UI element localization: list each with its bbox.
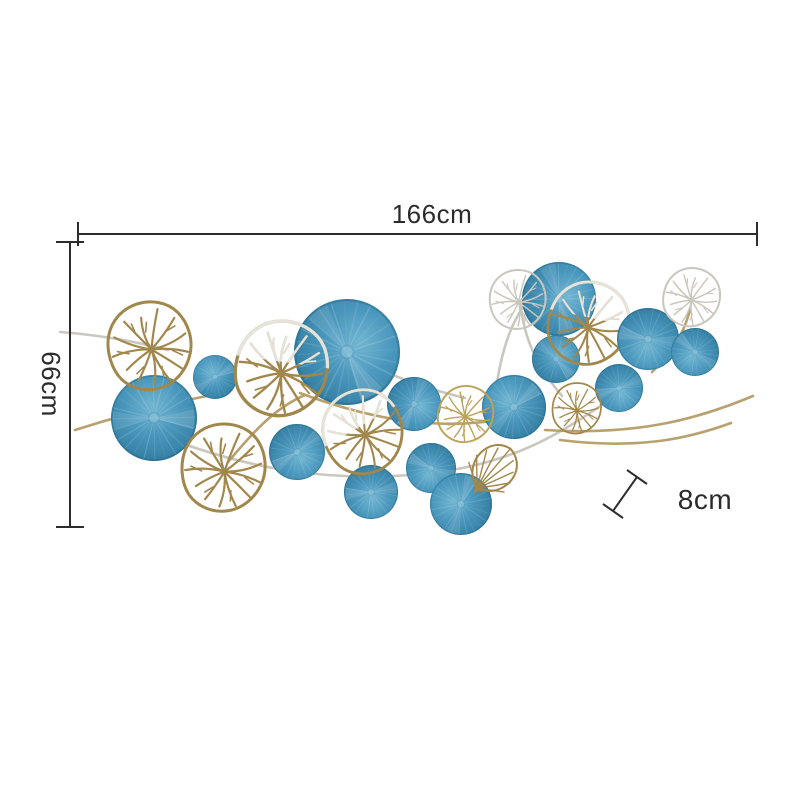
width-dimension-label: 166cm <box>391 199 473 229</box>
leaves-and-discs <box>94 253 727 549</box>
blue-disc <box>475 368 553 446</box>
blue-disc <box>192 354 238 400</box>
height-dimension-label: 66cm <box>36 351 66 417</box>
height-dimension-line <box>56 241 84 528</box>
depth-dimension-label: 8cm <box>677 484 733 515</box>
blue-disc <box>526 329 586 389</box>
blue-disc <box>335 456 407 528</box>
depth-dimension-line <box>602 469 648 519</box>
gold-leaf <box>551 382 602 435</box>
